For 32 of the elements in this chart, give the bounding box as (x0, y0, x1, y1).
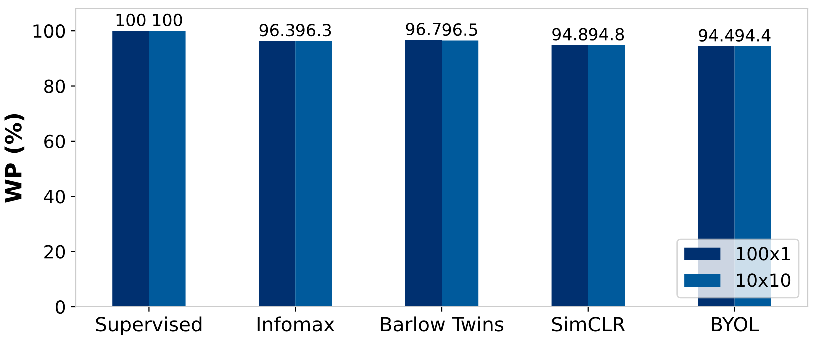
data-label: 100 (153, 14, 182, 26)
bar (112, 31, 150, 307)
bar (296, 41, 332, 307)
data-label: 96.7 (406, 22, 441, 36)
y-tick-label: 40 (44, 190, 66, 204)
data-label: 94.4 (698, 29, 734, 42)
x-tick-label: Supervised (96, 316, 202, 336)
bar (588, 45, 625, 307)
data-label: 94.8 (589, 28, 624, 41)
x-tick-label: Infomax (258, 316, 335, 332)
y-axis-title: WP (%) (4, 114, 25, 203)
y-tick-label: 100 (34, 24, 66, 38)
data-label: 94.4 (736, 29, 771, 42)
y-tick-label: 80 (44, 80, 66, 94)
x-tick-label: Barlow Twins (381, 316, 504, 332)
y-tick-label: 20 (44, 245, 66, 259)
data-label: 94.8 (552, 28, 588, 41)
legend-label: 100x1 (737, 247, 790, 261)
legend-label: 10x10 (737, 274, 791, 288)
data-label: 96.5 (442, 24, 478, 36)
data-label: 96.3 (260, 24, 295, 37)
x-tick-label: BYOL (712, 317, 760, 332)
bar (259, 41, 296, 307)
x-tick-label: SimCLR (552, 316, 626, 332)
bar (552, 45, 588, 307)
bar (442, 40, 479, 307)
bar (149, 31, 186, 307)
y-tick-label: 0 (56, 300, 66, 314)
data-label: 100 (116, 14, 146, 26)
bar (405, 40, 442, 307)
data-label: 96.3 (296, 24, 332, 37)
y-tick-label: 60 (44, 134, 66, 149)
